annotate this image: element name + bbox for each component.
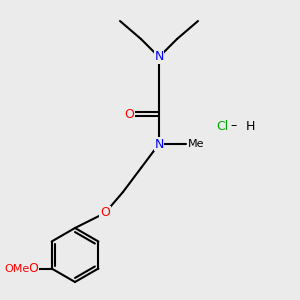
Text: Me: Me (188, 139, 205, 149)
Text: Cl: Cl (216, 119, 228, 133)
Text: OMe: OMe (4, 263, 30, 274)
Text: O: O (124, 107, 134, 121)
Text: O: O (100, 206, 110, 220)
Text: H: H (246, 119, 255, 133)
Text: N: N (154, 137, 164, 151)
Text: –: – (231, 119, 237, 133)
Text: N: N (154, 50, 164, 64)
Text: O: O (29, 262, 39, 275)
